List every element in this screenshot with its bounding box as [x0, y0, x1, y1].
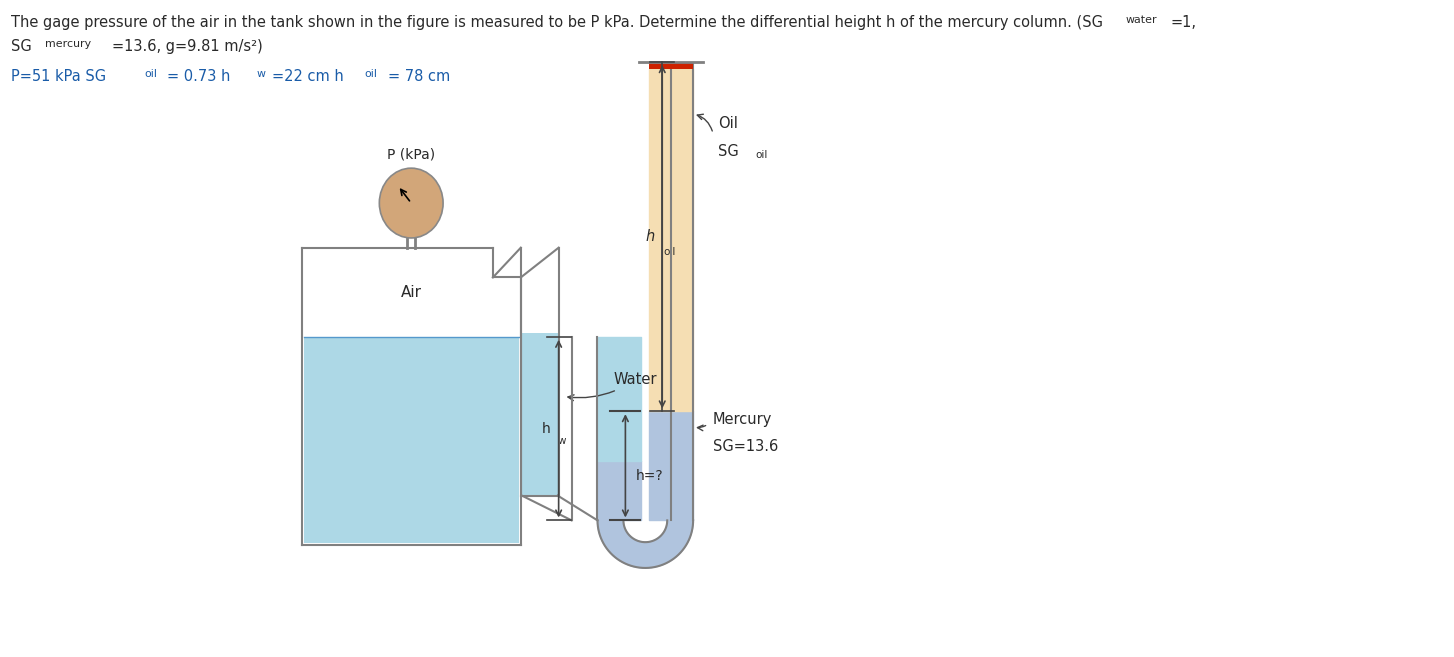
Text: h: h — [646, 229, 654, 244]
Text: SG: SG — [718, 144, 739, 159]
Text: mercury: mercury — [45, 39, 90, 49]
Text: = 0.73 h: = 0.73 h — [167, 69, 231, 84]
Bar — [522, 248, 558, 495]
Text: oil: oil — [663, 246, 676, 257]
Text: P=51 kPa SG: P=51 kPa SG — [10, 69, 106, 84]
Text: SG=13.6: SG=13.6 — [712, 440, 778, 455]
Bar — [304, 337, 519, 543]
Text: =1,: =1, — [1170, 14, 1197, 30]
Text: h: h — [542, 422, 551, 436]
Text: h=?: h=? — [635, 468, 663, 483]
Text: oil: oil — [755, 150, 768, 160]
Text: P (kPa): P (kPa) — [387, 148, 435, 162]
Text: SG: SG — [10, 39, 32, 55]
Text: w: w — [257, 69, 266, 79]
Text: Air: Air — [401, 284, 422, 300]
Text: Water: Water — [569, 372, 657, 401]
Ellipse shape — [379, 168, 443, 238]
Text: water: water — [1125, 14, 1157, 25]
Text: w: w — [558, 436, 566, 445]
Bar — [301, 248, 521, 545]
Text: = 78 cm: = 78 cm — [388, 69, 451, 84]
Text: =13.6, g=9.81 m/s²): =13.6, g=9.81 m/s²) — [112, 39, 263, 55]
Text: Mercury: Mercury — [712, 412, 772, 427]
Text: Oil: Oil — [718, 116, 739, 131]
Bar — [650, 62, 694, 69]
Bar — [522, 334, 558, 495]
Polygon shape — [598, 520, 694, 568]
Text: oil: oil — [144, 69, 157, 79]
Text: oil: oil — [365, 69, 378, 79]
Text: The gage pressure of the air in the tank shown in the figure is measured to be P: The gage pressure of the air in the tank… — [10, 14, 1102, 30]
Text: =22 cm h: =22 cm h — [272, 69, 343, 84]
